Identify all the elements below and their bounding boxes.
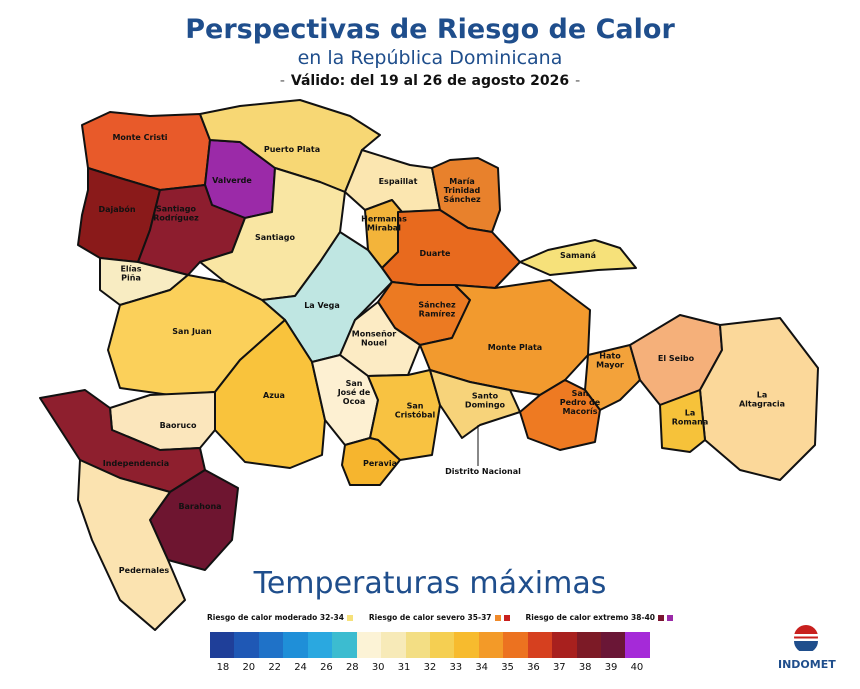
- scale-cell: [381, 632, 406, 658]
- label-pedernales: Pedernales: [119, 566, 170, 575]
- label-hermanas-mirabal: Hermanas Mirabal: [361, 215, 407, 233]
- scale-cell: [601, 632, 626, 658]
- label-la-vega: La Vega: [304, 301, 340, 310]
- temperature-ticks: 18 20 22 24 26 28 30 31 32 33 34 35 36 37 38 39 40: [210, 662, 650, 673]
- scale-cell: [258, 632, 284, 658]
- scale-tick: 18: [216, 662, 230, 673]
- risk-swatch: [667, 615, 674, 621]
- province-monte-plata: [419, 279, 591, 396]
- label-maria-trinidad-sanchez: María Trinidad Sánchez: [443, 177, 481, 204]
- scale-tick: 36: [527, 662, 540, 673]
- scale-cell: [356, 632, 382, 658]
- risk-legend: Riesgo de calor moderado 32-34 Riesgo de …: [200, 613, 680, 622]
- province-pedernales: [77, 459, 186, 631]
- label-la-romana: La Romana: [672, 409, 708, 427]
- label-monte-plata: Monte Plata: [488, 343, 542, 352]
- scale-tick: 26: [320, 662, 333, 673]
- indomet-brand: INDOMET: [778, 658, 836, 671]
- temperature-scale: [210, 632, 650, 658]
- label-hato-mayor: Hato Mayor: [596, 352, 624, 370]
- scale-tick: 28: [345, 662, 359, 673]
- label-independencia: Independencia: [103, 459, 169, 468]
- risk-item: Riesgo de calor severo 35-37: [369, 613, 510, 622]
- province-san-cristobal: [367, 369, 441, 461]
- label-santiago: Santiago: [255, 233, 296, 242]
- scale-tick: 22: [268, 662, 282, 673]
- risk-swatch: [346, 615, 353, 621]
- scale-cell: [625, 632, 650, 658]
- risk-label: Riesgo de calor extremo 38-40: [525, 613, 656, 622]
- label-el-seibo: El Seibo: [658, 354, 695, 363]
- scale-tick: 35: [501, 662, 514, 673]
- scale-cell: [429, 632, 455, 658]
- province-samana: [519, 239, 637, 276]
- risk-item: Riesgo de calor moderado 32-34: [207, 613, 353, 622]
- scale-cell: [552, 632, 577, 658]
- scale-tick: 32: [423, 662, 437, 673]
- province-san-pedro-de-macoris: [519, 379, 601, 451]
- label-barahona: Barahona: [178, 502, 221, 511]
- label-baoruco: Baoruco: [160, 421, 197, 430]
- label-duarte: Duarte: [420, 249, 452, 258]
- scale-cell: [210, 632, 235, 658]
- risk-swatch: [658, 615, 665, 621]
- scale-tick: 40: [630, 662, 644, 673]
- scale-tick: 38: [578, 662, 592, 673]
- risk-item: Riesgo de calor extremo 38-40: [526, 613, 674, 622]
- scale-tick: 20: [242, 662, 256, 673]
- label-san-cristobal: San Cristóbal: [395, 402, 436, 420]
- scale-tick: 39: [604, 662, 618, 673]
- validity-period: - Válido: del 19 al 26 de agosto 2026-: [279, 73, 581, 89]
- risk-label: Riesgo de calor moderado 32-34: [206, 613, 344, 622]
- scale-cell: [576, 632, 601, 658]
- risk-swatch: [503, 615, 510, 621]
- province-la-romana: [659, 389, 706, 453]
- label-san-jose-de-ocoa: San José de Ocoa: [337, 379, 371, 406]
- scale-tick: 34: [475, 662, 489, 673]
- label-valverde: Valverde: [212, 176, 252, 185]
- scale-cell: [527, 632, 553, 658]
- label-santo-domingo: Santo Domingo: [465, 392, 506, 410]
- legend-title: Temperaturas máximas: [253, 566, 607, 601]
- label-san-pedro-de-macoris: San Pedro de Macorís: [560, 389, 601, 416]
- indomet-logo: INDOMET: [778, 623, 836, 671]
- scale-cell: [454, 632, 479, 658]
- province-la-altagracia: [699, 317, 819, 481]
- label-azua: Azua: [263, 391, 285, 400]
- label-monte-cristi: Monte Cristi: [112, 133, 167, 142]
- scale-tick: 30: [371, 662, 385, 673]
- label-samana: Samaná: [560, 251, 596, 260]
- scale-cell: [307, 632, 333, 658]
- scale-cell: [405, 632, 430, 658]
- map-title: Perspectivas de Riesgo de Calor: [185, 14, 675, 45]
- province-peravia: [341, 437, 401, 486]
- label-espaillat: Espaillat: [379, 177, 418, 186]
- label-elias-pina: Elías Piña: [120, 265, 141, 283]
- scale-cell: [503, 632, 528, 658]
- label-dajabon: Dajabón: [98, 204, 135, 214]
- label-puerto-plata: Puerto Plata: [264, 145, 320, 154]
- scale-cell: [234, 632, 259, 658]
- label-distrito-nacional: Distrito Nacional: [445, 467, 521, 476]
- label-sanchez-ramirez: Sánchez Ramírez: [418, 301, 456, 319]
- scale-tick: 31: [397, 662, 411, 673]
- indomet-logo-icon: [794, 625, 818, 653]
- scale-cell: [283, 632, 308, 658]
- scale-cell: [478, 632, 504, 658]
- scale-cell: [332, 632, 357, 658]
- scale-tick: 33: [449, 662, 463, 673]
- label-santiago-rodriguez: Santiago Rodríguez: [153, 205, 199, 223]
- label-la-altagracia: La Altagracia: [739, 391, 785, 409]
- map-subtitle: en la República Dominicana: [297, 47, 563, 69]
- province-santo-domingo: [429, 369, 521, 439]
- label-monsenor-nouel: Monseñor Nouel: [352, 330, 397, 348]
- risk-swatch: [494, 615, 501, 621]
- label-san-juan: San Juan: [172, 327, 212, 336]
- risk-label: Riesgo de calor severo 35-37: [368, 613, 492, 622]
- label-peravia: Peravia: [363, 459, 397, 468]
- scale-tick: 24: [294, 662, 307, 673]
- scale-tick: 37: [552, 662, 566, 673]
